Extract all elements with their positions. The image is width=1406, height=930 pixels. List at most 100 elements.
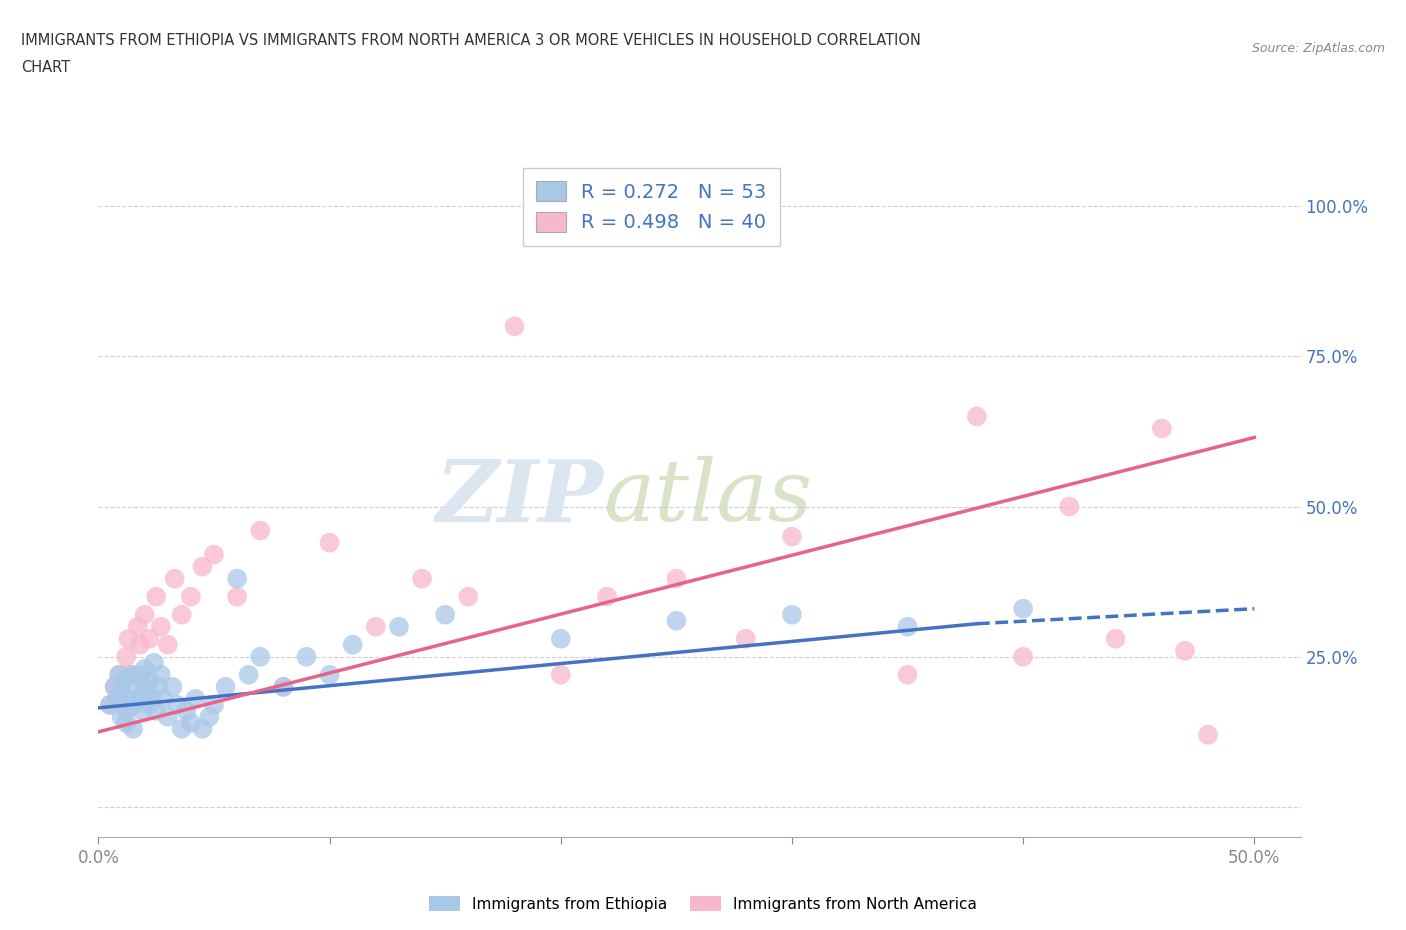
Point [138, 631, 160, 646]
Point [134, 679, 156, 694]
Point [966, 409, 988, 424]
Point [104, 679, 127, 694]
Point [108, 668, 131, 683]
Point [1012, 649, 1035, 664]
Point [152, 691, 174, 706]
Point [141, 691, 163, 706]
Point [134, 607, 156, 622]
Point [108, 668, 131, 683]
Point [780, 529, 803, 544]
Point [180, 715, 202, 730]
Point [124, 679, 146, 694]
Point [134, 661, 156, 676]
Text: atlas: atlas [603, 457, 813, 538]
Point [896, 619, 918, 634]
Point [145, 590, 167, 604]
Point [117, 691, 139, 706]
Point [457, 590, 479, 604]
Text: CHART: CHART [21, 60, 70, 75]
Point [112, 673, 135, 688]
Point [156, 710, 179, 724]
Point [115, 703, 138, 718]
Point [1174, 644, 1197, 658]
Point [1012, 602, 1035, 617]
Point [896, 668, 918, 683]
Point [110, 691, 132, 706]
Point [364, 619, 387, 634]
Point [129, 637, 152, 652]
Point [115, 715, 138, 730]
Point [191, 559, 214, 574]
Point [104, 679, 127, 694]
Point [110, 710, 132, 724]
Point [238, 668, 260, 683]
Point [122, 668, 145, 683]
Point [273, 679, 295, 694]
Point [295, 649, 318, 664]
Text: ZIP: ZIP [436, 456, 603, 539]
Point [388, 619, 411, 634]
Point [170, 607, 193, 622]
Point [131, 703, 153, 718]
Point [98, 698, 121, 712]
Point [318, 668, 340, 683]
Point [166, 698, 188, 712]
Point [180, 590, 202, 604]
Point [198, 710, 221, 724]
Point [318, 535, 340, 550]
Point [105, 691, 128, 706]
Point [226, 590, 249, 604]
Point [202, 547, 225, 562]
Point [148, 679, 170, 694]
Point [411, 571, 433, 586]
Point [191, 722, 214, 737]
Point [202, 698, 225, 712]
Point [163, 571, 186, 586]
Point [98, 698, 121, 712]
Point [665, 571, 688, 586]
Point [156, 637, 179, 652]
Point [214, 679, 236, 694]
Point [780, 607, 803, 622]
Text: Source: ZipAtlas.com: Source: ZipAtlas.com [1251, 42, 1385, 55]
Point [149, 619, 172, 634]
Point [184, 691, 207, 706]
Point [596, 590, 619, 604]
Point [136, 685, 159, 700]
Text: IMMIGRANTS FROM ETHIOPIA VS IMMIGRANTS FROM NORTH AMERICA 3 OR MORE VEHICLES IN : IMMIGRANTS FROM ETHIOPIA VS IMMIGRANTS F… [21, 33, 921, 47]
Point [1059, 499, 1081, 514]
Point [734, 631, 756, 646]
Point [665, 613, 688, 628]
Point [127, 691, 149, 706]
Point [162, 679, 184, 694]
Point [122, 698, 145, 712]
Point [170, 722, 193, 737]
Point [342, 637, 364, 652]
Point [174, 703, 197, 718]
Point [120, 668, 142, 683]
Point [145, 703, 167, 718]
Point [117, 631, 139, 646]
Point [127, 619, 149, 634]
Point [1104, 631, 1126, 646]
Point [550, 668, 572, 683]
Point [142, 656, 165, 671]
Legend: Immigrants from Ethiopia, Immigrants from North America: Immigrants from Ethiopia, Immigrants fro… [423, 889, 983, 918]
Point [434, 607, 457, 622]
Legend: R = 0.272   N = 53, R = 0.498   N = 40: R = 0.272 N = 53, R = 0.498 N = 40 [523, 167, 780, 246]
Point [249, 649, 271, 664]
Point [110, 685, 132, 700]
Point [138, 698, 160, 712]
Point [273, 679, 295, 694]
Point [115, 649, 138, 664]
Point [1197, 727, 1219, 742]
Point [1150, 421, 1173, 436]
Point [249, 524, 271, 538]
Point [138, 673, 160, 688]
Point [503, 319, 526, 334]
Point [129, 668, 152, 683]
Point [149, 668, 172, 683]
Point [122, 722, 145, 737]
Point [550, 631, 572, 646]
Point [226, 571, 249, 586]
